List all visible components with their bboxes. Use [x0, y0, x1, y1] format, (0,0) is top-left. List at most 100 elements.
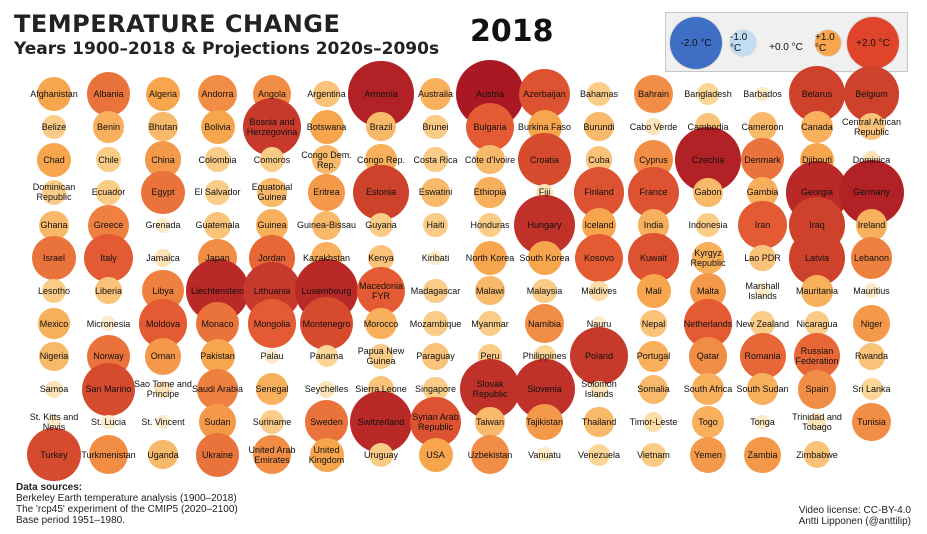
country-bubble [39, 210, 69, 240]
country-bubble [860, 378, 883, 401]
country-bubble [641, 442, 666, 467]
year-label: 2018 [470, 14, 554, 49]
country-bubble [259, 409, 285, 435]
country-bubble [86, 72, 131, 116]
country-bubble [638, 374, 669, 404]
license-credit: Video license: CC-BY-4.0 Antti Lipponen … [799, 505, 911, 527]
country-bubble [584, 112, 614, 142]
country-bubble [850, 237, 893, 279]
country-bubble [46, 414, 62, 430]
country-bubble [423, 114, 448, 139]
country-bubble [45, 380, 63, 398]
country-bubble [154, 380, 172, 398]
country-bubble [365, 307, 397, 340]
country-bubble [420, 177, 451, 207]
country-bubble [41, 114, 67, 139]
country-bubble [689, 436, 727, 473]
country-bubble [853, 305, 890, 342]
country-bubble [309, 437, 344, 472]
license-line: Antti Lipponen (@anttilip) [798, 516, 911, 527]
country-bubble [356, 266, 406, 315]
country-bubble [475, 145, 505, 175]
country-bubble [204, 211, 231, 239]
country-bubble [474, 176, 506, 209]
country-bubble [591, 316, 607, 331]
country-bubble [634, 74, 673, 114]
country-bubble [692, 242, 724, 274]
country-bubble [797, 369, 837, 409]
country-bubble [697, 83, 719, 105]
country-bubble [755, 414, 770, 430]
country-bubble [96, 180, 121, 205]
country-bubble [84, 233, 133, 283]
country-bubble [755, 86, 770, 102]
country-bubble [423, 311, 448, 336]
country-bubble [144, 338, 182, 375]
sources-line: Base period 1951–1980. [16, 515, 125, 526]
country-bubble [864, 283, 879, 299]
country-bubble [155, 217, 171, 233]
country-bubble [304, 400, 349, 444]
country-bubble [205, 147, 230, 172]
country-bubble [195, 433, 240, 477]
country-bubble [419, 78, 452, 110]
country-bubble [299, 297, 354, 351]
sources-line: Berkeley Earth temperature analysis (190… [16, 493, 237, 504]
country-bubble [643, 412, 664, 432]
country-bubble [526, 403, 563, 441]
chart-subtitle: Years 1900–2018 & Projections 2020s–2090… [14, 39, 440, 59]
country-bubble [264, 349, 280, 364]
country-bubble [584, 407, 614, 437]
country-bubble [368, 344, 394, 369]
legend-item: +1.0 °C [815, 30, 841, 56]
country-bubble [803, 441, 831, 469]
country-bubble [317, 380, 336, 398]
country-bubble [315, 345, 338, 368]
country-bubble [308, 174, 345, 211]
country-bubble [477, 213, 503, 238]
country-bubble [148, 440, 178, 470]
country-bubble [96, 147, 121, 172]
country-bubble [537, 447, 552, 463]
country-bubble [428, 250, 443, 266]
country-bubble [243, 97, 301, 156]
country-bubble [368, 442, 394, 467]
country-bubble [747, 112, 778, 142]
country-bubble [749, 244, 776, 272]
country-bubble [688, 337, 728, 376]
country-bubble [92, 111, 125, 143]
country-bubble [808, 413, 826, 431]
country-bubble [309, 109, 344, 144]
country-bubble [141, 170, 185, 215]
country-bubble [256, 373, 288, 405]
country-bubble [628, 167, 679, 218]
country-bubble [198, 74, 237, 114]
country-bubble [37, 77, 71, 111]
legend: -2.0 °C -1.0 °C +0.0 °C +1.0 °C +2.0 °C [665, 12, 908, 72]
country-bubble [101, 316, 116, 331]
country-bubble [89, 435, 128, 475]
country-bubble [368, 213, 394, 238]
country-bubble [37, 142, 71, 177]
legend-item: -2.0 °C [670, 17, 722, 69]
country-bubble [195, 301, 240, 346]
country-bubble [590, 380, 608, 398]
country-bubble [589, 281, 609, 301]
country-bubble [146, 77, 180, 111]
country-bubble [570, 327, 628, 386]
country-bubble [858, 113, 885, 141]
country-bubble [574, 233, 624, 283]
country-bubble [38, 307, 70, 340]
country-bubble [154, 249, 172, 267]
legend-item: +2.0 °C [847, 17, 899, 69]
sources-line: The 'rcp45' experiment of the CMIP5 (202… [16, 504, 238, 515]
data-sources: Data sources: Berkeley Earth temperature… [16, 482, 238, 526]
country-bubble [423, 278, 448, 303]
country-bubble [196, 368, 239, 410]
bubble-grid: Afghanistan Albania Algeria Andorra Angola Ar… [27, 60, 905, 482]
country-bubble [313, 80, 340, 108]
country-bubble [517, 133, 572, 187]
country-bubble [353, 164, 409, 221]
country-bubble [801, 111, 833, 143]
country-bubble [423, 213, 448, 238]
